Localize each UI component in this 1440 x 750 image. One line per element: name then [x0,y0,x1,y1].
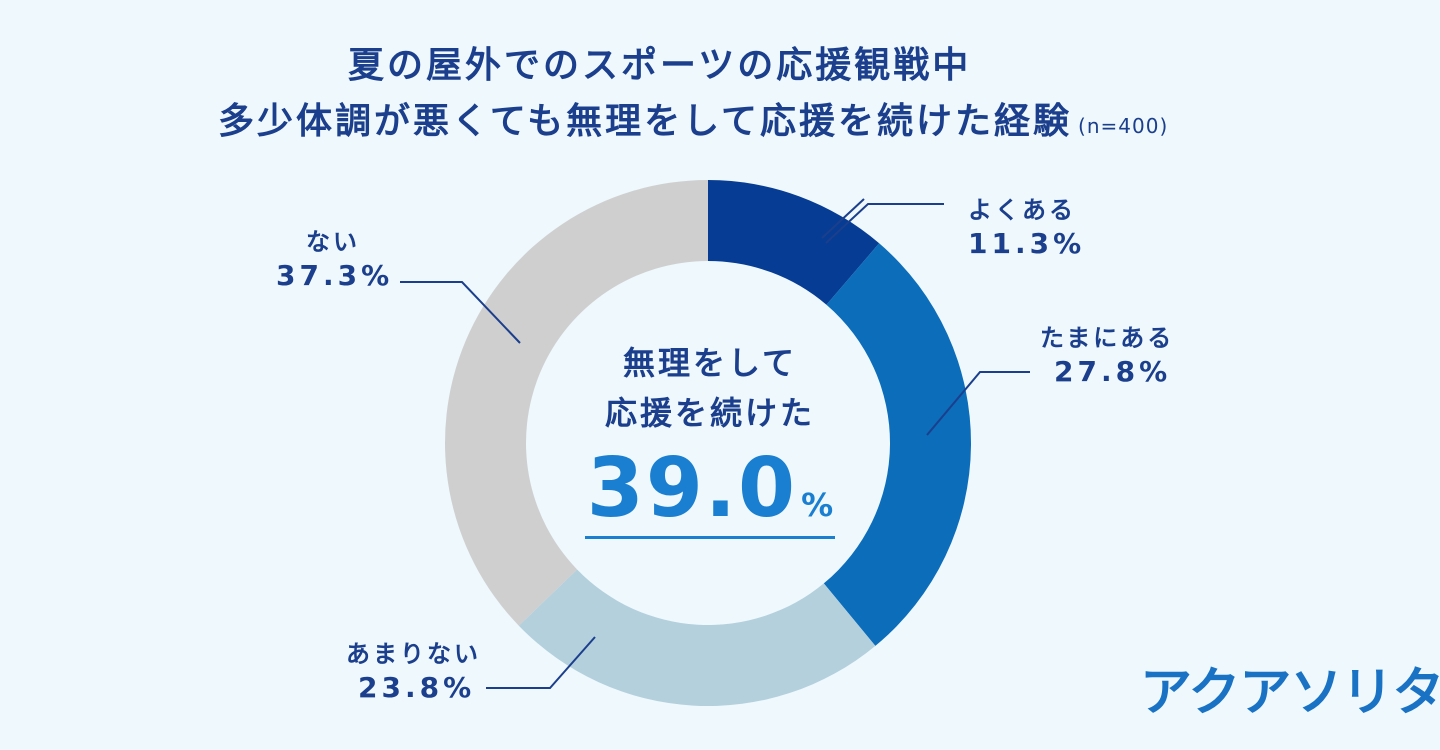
sample-size: (n=400) [1078,114,1169,138]
leader-line-yoku [825,203,944,244]
leader-line-tama [926,371,1030,436]
slice-tama [823,243,971,646]
label-nai: ない 37.3% [276,222,393,292]
label-tama-value: 27.8% [1054,355,1172,388]
slice-nai [445,179,708,626]
leader-line-yoku-inner [821,198,865,239]
slice-amari [518,569,876,706]
center-total: 39.0% [584,446,836,539]
label-nai-value: 37.3% [276,259,394,292]
label-yoku-name: よくある [968,196,1076,224]
title-line-1: 夏の屋外でのスポーツの応援観戦中 [348,45,972,86]
label-amari-value: 23.8% [358,671,476,704]
center-unit: % [801,486,834,524]
brand-logo: アクアソリタ® [1140,650,1440,725]
title-line-2-text: 多少体調が悪くても無理をして応援を続けた経験 [218,101,1073,142]
leader-line-nai [400,281,521,344]
center-summary: 無理をして 応援を続けた 39.0% [560,338,860,539]
label-yoku: よくある 11.3% [968,190,1085,260]
brand-logo-text: アクアソリタ [1140,663,1440,723]
leader-lines [400,198,1030,689]
label-tama-name: たまにある [1040,324,1175,352]
label-tama: たまにある 27.8% [1040,318,1174,388]
label-amari-name: あまりない [346,640,481,668]
center-line-2: 応援を続けた [604,394,815,432]
label-yoku-value: 11.3% [968,227,1086,260]
label-nai-name: ない [306,228,360,256]
label-amari: あまりない 23.8% [346,634,481,704]
donut-slices [445,179,971,706]
leader-line-amari [486,636,596,689]
title-line-2: 多少体調が悪くても無理をして応援を続けた経験 (n=400) [218,92,1168,144]
slice-yoku [708,180,880,305]
center-line-1: 無理をして [622,344,798,382]
center-value: 39.0 [586,441,798,536]
